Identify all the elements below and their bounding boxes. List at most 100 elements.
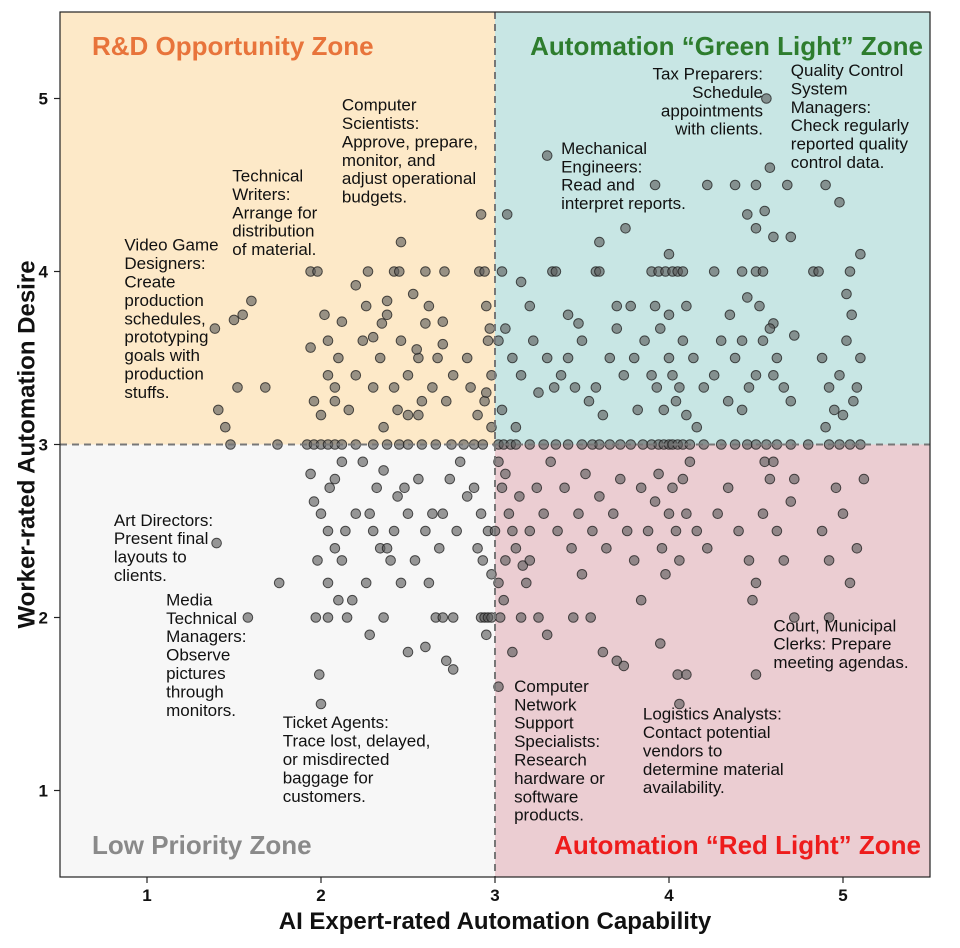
annotation-line: Quality Control <box>791 61 903 80</box>
data-point <box>743 555 755 566</box>
data-point <box>851 382 863 393</box>
data-point <box>541 629 553 641</box>
data-point <box>242 612 254 623</box>
data-point <box>736 335 748 347</box>
data-point <box>742 209 753 220</box>
data-point <box>237 309 248 321</box>
data-point <box>507 646 518 658</box>
zone-label-r-d-opportunity-zone: R&D Opportunity Zone <box>92 31 374 61</box>
data-point <box>597 646 609 658</box>
annotation-line: or misdirected <box>283 750 390 769</box>
data-point <box>848 395 859 407</box>
data-point <box>834 197 845 208</box>
data-point <box>360 300 372 312</box>
data-point <box>747 594 758 606</box>
data-point <box>413 473 424 485</box>
data-point <box>771 352 783 364</box>
data-point <box>594 491 605 502</box>
data-point <box>670 395 682 407</box>
data-point <box>439 266 450 277</box>
data-point <box>681 669 692 680</box>
data-point <box>486 421 497 433</box>
data-point <box>322 612 334 623</box>
zone-bottom-left-background <box>60 444 495 877</box>
data-point <box>315 698 327 710</box>
data-point <box>364 508 376 520</box>
data-point <box>820 421 831 433</box>
data-point <box>343 404 355 416</box>
data-point <box>427 382 438 393</box>
data-point <box>834 370 845 381</box>
data-point <box>381 543 393 554</box>
annotation-line: production <box>124 291 203 310</box>
data-point <box>336 316 348 328</box>
annotation-line: clients. <box>114 566 167 585</box>
y-tick-label: 1 <box>39 782 48 801</box>
data-point <box>493 456 504 468</box>
data-point <box>437 338 449 350</box>
data-point <box>496 404 508 416</box>
annotation-line: Support <box>514 714 574 733</box>
data-point <box>722 482 734 494</box>
data-point <box>260 382 271 393</box>
data-point <box>374 352 386 364</box>
data-point <box>639 335 650 347</box>
data-point <box>562 309 574 321</box>
annotation-line: Logistics Analysts: <box>643 705 782 724</box>
data-point <box>663 508 675 520</box>
data-point <box>220 421 231 433</box>
data-point <box>750 669 762 680</box>
data-point <box>757 508 769 520</box>
annotation-line: Technical <box>232 167 303 186</box>
data-point <box>764 323 776 334</box>
data-point <box>420 525 431 537</box>
data-point <box>533 612 544 623</box>
data-point <box>350 508 362 520</box>
data-point <box>329 543 341 554</box>
data-point <box>515 612 527 623</box>
data-point <box>677 266 689 277</box>
data-point <box>837 508 849 520</box>
data-point <box>816 525 828 537</box>
data-point <box>618 370 630 381</box>
data-point <box>663 352 675 364</box>
data-point <box>681 409 692 421</box>
data-point <box>357 456 369 468</box>
annotation-line: monitors. <box>166 701 236 720</box>
threshold-lines <box>60 12 930 877</box>
zone-label-low-priority-zone: Low Priority Zone <box>92 830 312 860</box>
data-point <box>628 352 640 364</box>
data-point <box>733 525 744 537</box>
annotation-line: meeting agendas. <box>773 653 908 672</box>
annotation-line: of material. <box>232 240 316 259</box>
data-point <box>475 508 487 520</box>
data-point <box>481 300 492 312</box>
data-point <box>498 594 510 606</box>
data-point <box>524 555 536 566</box>
data-point <box>411 344 423 355</box>
y-tick-label: 5 <box>39 90 48 109</box>
annotation-line: Read and <box>561 176 635 195</box>
data-point <box>496 266 508 277</box>
annotation-video-game: Video GameDesigners:Createproductionsche… <box>124 236 218 402</box>
data-point <box>672 669 684 680</box>
data-point <box>447 370 459 381</box>
data-point <box>583 395 595 407</box>
data-point <box>681 508 692 520</box>
x-tick-label: 2 <box>316 886 325 905</box>
data-point <box>407 288 419 300</box>
data-point <box>757 266 769 277</box>
zones-layer <box>60 12 930 877</box>
data-point <box>482 335 494 347</box>
data-point <box>305 468 316 480</box>
data-point <box>646 370 657 381</box>
data-point <box>347 594 358 606</box>
data-point <box>768 456 779 468</box>
data-point <box>611 300 623 312</box>
data-point <box>493 681 504 693</box>
data-point <box>437 508 449 520</box>
data-point <box>486 569 497 580</box>
annotation-line: production <box>124 365 203 384</box>
data-point <box>409 555 421 566</box>
data-point <box>782 179 793 191</box>
